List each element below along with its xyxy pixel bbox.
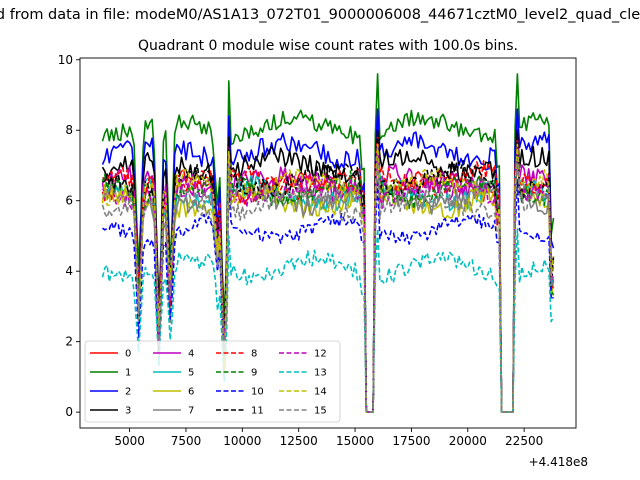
- x-tick-label: 12500: [280, 434, 318, 448]
- y-tick-label: 6: [65, 194, 73, 208]
- legend-label-1: 1: [125, 368, 131, 379]
- legend-label-0: 0: [125, 349, 131, 360]
- figure-suptitle: Plotted from data in file: modeM0/AS1A13…: [0, 7, 640, 23]
- x-tick-label: 17500: [392, 434, 430, 448]
- legend-label-5: 5: [188, 368, 194, 379]
- x-tick-label: 5000: [114, 434, 145, 448]
- x-tick-label: 7500: [171, 434, 202, 448]
- series-line-6: [101, 150, 555, 413]
- x-tick-label: 10000: [223, 434, 261, 448]
- legend-label-3: 3: [125, 406, 131, 417]
- x-tick-label: 22500: [505, 434, 543, 448]
- x-tick-label: 20000: [449, 434, 487, 448]
- series-group: [101, 73, 555, 413]
- legend-label-2: 2: [125, 387, 131, 398]
- legend-frame: [84, 340, 341, 423]
- y-tick-label: 8: [65, 123, 73, 137]
- series-line-15: [101, 157, 555, 413]
- legend-label-7: 7: [188, 406, 194, 417]
- chart-title: Quadrant 0 module wise count rates with …: [138, 38, 518, 54]
- y-tick-label: 0: [65, 405, 73, 419]
- x-tick-label: 15000: [336, 434, 374, 448]
- axes-frame: [79, 57, 577, 429]
- y-tick-label: 2: [65, 335, 73, 349]
- legend-label-8: 8: [251, 349, 257, 360]
- legend-label-15: 15: [314, 406, 327, 417]
- legend-label-6: 6: [188, 387, 194, 398]
- y-tick-label: 4: [65, 264, 73, 278]
- legend-label-10: 10: [251, 387, 264, 398]
- series-line-1: [101, 73, 555, 413]
- y-tick-label: 10: [58, 53, 73, 67]
- legend-label-14: 14: [314, 387, 327, 398]
- legend-label-4: 4: [188, 349, 194, 360]
- legend-label-12: 12: [314, 349, 327, 360]
- x-offset-label: +4.418e8: [529, 455, 588, 469]
- axes: 5000 7500 10000 12500 15000 17500 20000 22500 0 2…: [58, 53, 577, 448]
- series-line-13: [101, 228, 555, 413]
- series-line-2: [101, 108, 555, 413]
- series-line-12: [101, 143, 555, 413]
- legend-label-13: 13: [314, 368, 327, 379]
- legend-label-9: 9: [251, 368, 257, 379]
- series-line-10: [102, 178, 555, 413]
- series-line-14: [101, 143, 555, 413]
- series-line-3: [101, 129, 555, 413]
- legend-label-11: 11: [251, 406, 264, 417]
